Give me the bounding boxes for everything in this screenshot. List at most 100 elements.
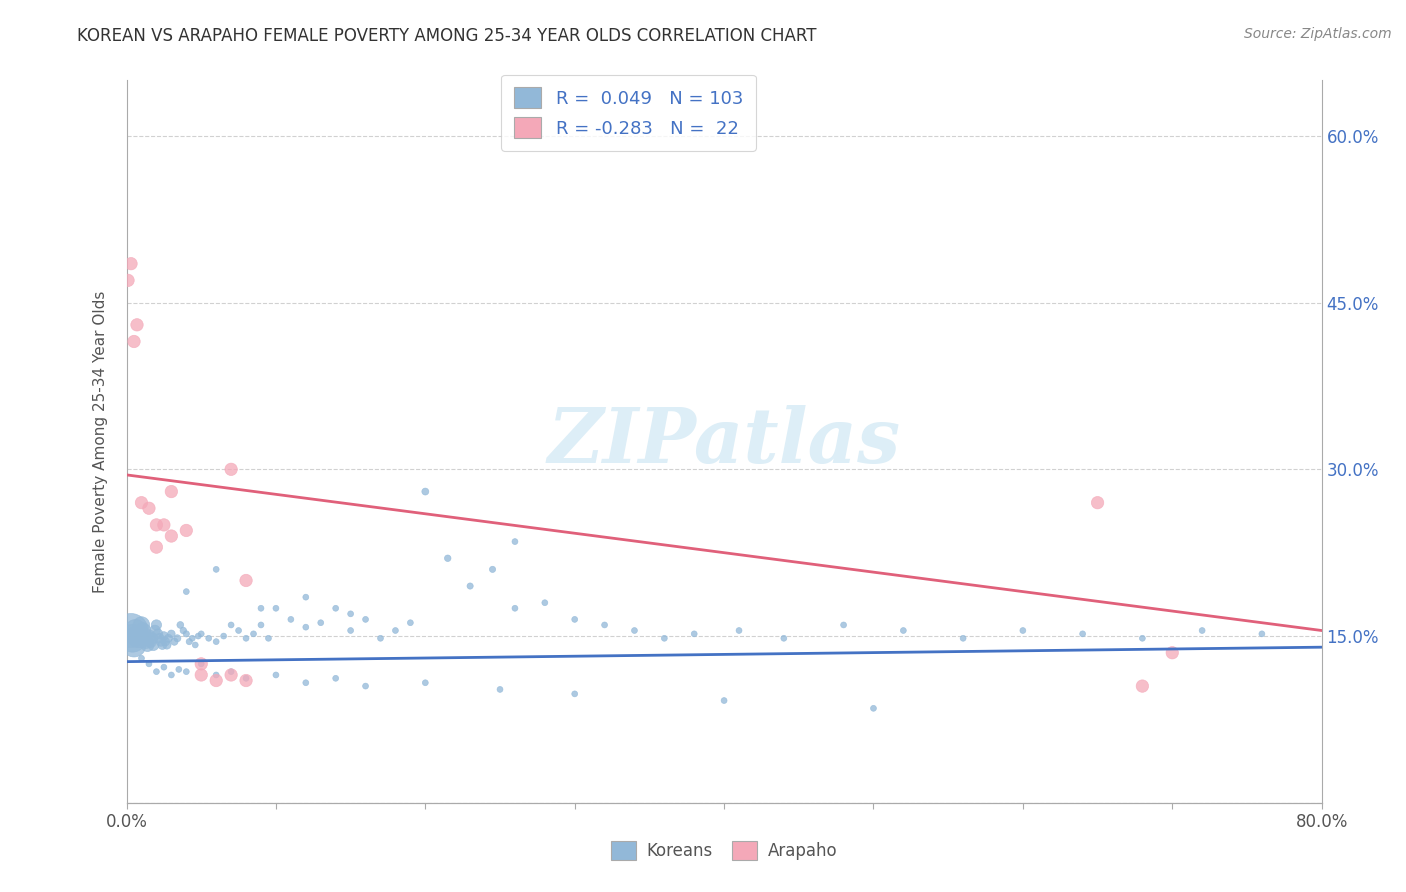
Point: [149, 634, 172, 648]
Point: [264, 601, 287, 615]
Point: [354, 612, 377, 626]
Point: [250, 618, 273, 632]
Point: [197, 632, 219, 646]
Point: [120, 257, 142, 271]
Point: [174, 627, 197, 641]
Point: [219, 668, 242, 682]
Point: [174, 665, 197, 679]
Point: [131, 651, 153, 665]
Point: [122, 334, 145, 349]
Point: [190, 657, 212, 671]
Point: [294, 620, 316, 634]
Point: [138, 501, 160, 516]
Point: [145, 618, 167, 632]
Point: [250, 601, 273, 615]
Point: [139, 634, 162, 648]
Text: Source: ZipAtlas.com: Source: ZipAtlas.com: [1244, 27, 1392, 41]
Point: [160, 668, 183, 682]
Point: [174, 584, 197, 599]
Point: [132, 624, 155, 638]
Point: [163, 634, 186, 648]
Point: [153, 660, 176, 674]
Point: [181, 632, 204, 646]
Text: ZIPatlas: ZIPatlas: [547, 405, 901, 478]
Point: [458, 579, 481, 593]
Point: [1071, 627, 1094, 641]
Point: [131, 618, 153, 632]
Point: [212, 629, 235, 643]
Point: [135, 634, 157, 648]
Point: [399, 615, 422, 630]
Point: [354, 679, 377, 693]
Point: [228, 624, 250, 638]
Point: [152, 638, 174, 652]
Point: [370, 632, 392, 646]
Point: [593, 618, 616, 632]
Point: [122, 638, 145, 652]
Point: [146, 627, 169, 641]
Point: [503, 601, 526, 615]
Point: [190, 627, 212, 641]
Point: [309, 615, 332, 630]
Point: [127, 632, 149, 646]
Point: [294, 675, 316, 690]
Point: [143, 624, 166, 638]
Point: [773, 632, 796, 646]
Point: [190, 668, 212, 682]
Point: [219, 618, 242, 632]
Point: [157, 632, 180, 646]
Point: [145, 517, 167, 532]
Point: [325, 671, 347, 685]
Point: [623, 624, 645, 638]
Point: [235, 574, 257, 588]
Point: [187, 629, 209, 643]
Point: [219, 462, 242, 476]
Point: [1087, 496, 1109, 510]
Point: [148, 632, 170, 646]
Point: [415, 675, 437, 690]
Point: [415, 484, 437, 499]
Point: [481, 562, 503, 576]
Point: [264, 668, 287, 682]
Point: [1191, 624, 1213, 638]
Point: [242, 627, 264, 641]
Point: [280, 612, 302, 626]
Point: [1130, 679, 1153, 693]
Point: [172, 624, 194, 638]
Point: [184, 638, 207, 652]
Point: [153, 517, 176, 532]
Point: [138, 657, 160, 671]
Point: [205, 562, 228, 576]
Point: [205, 673, 228, 688]
Point: [145, 540, 167, 554]
Legend: Koreans, Arapaho: Koreans, Arapaho: [605, 834, 844, 867]
Point: [503, 534, 526, 549]
Point: [160, 529, 183, 543]
Point: [134, 632, 156, 646]
Point: [155, 634, 177, 648]
Point: [384, 624, 406, 638]
Point: [1251, 627, 1274, 641]
Point: [129, 627, 152, 641]
Point: [1161, 646, 1184, 660]
Point: [564, 687, 586, 701]
Point: [294, 590, 316, 604]
Point: [156, 638, 179, 652]
Point: [174, 524, 197, 538]
Point: [136, 638, 159, 652]
Point: [235, 632, 257, 646]
Point: [683, 627, 706, 641]
Point: [117, 273, 139, 287]
Point: [190, 657, 212, 671]
Point: [153, 629, 176, 643]
Point: [166, 632, 188, 646]
Point: [125, 629, 148, 643]
Y-axis label: Female Poverty Among 25-34 Year Olds: Female Poverty Among 25-34 Year Olds: [93, 291, 108, 592]
Point: [205, 634, 228, 648]
Point: [893, 624, 915, 638]
Point: [564, 612, 586, 626]
Point: [160, 484, 183, 499]
Point: [832, 618, 855, 632]
Point: [339, 607, 361, 621]
Point: [728, 624, 751, 638]
